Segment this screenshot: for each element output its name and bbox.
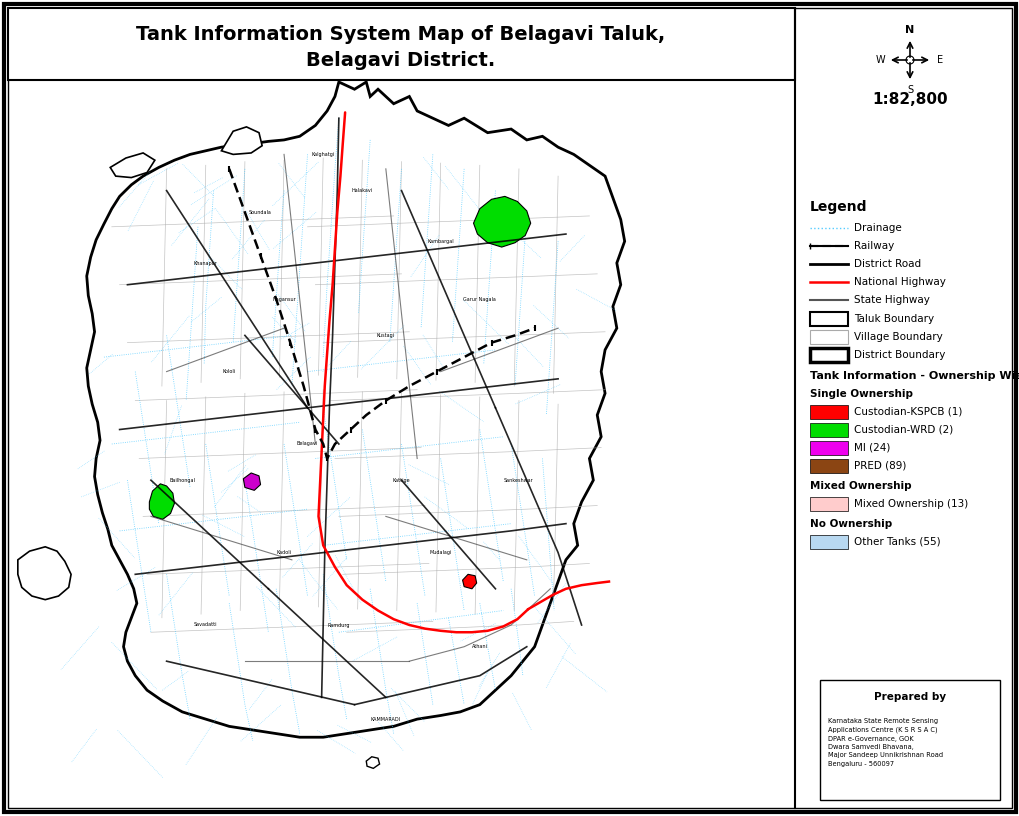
Text: Other Tanks (55): Other Tanks (55) xyxy=(853,537,940,547)
Text: District Boundary: District Boundary xyxy=(853,350,945,360)
Text: Karnataka State Remote Sensing
Applications Centre (K S R S A C)
DPAR e-Governan: Karnataka State Remote Sensing Applicati… xyxy=(827,718,943,767)
Bar xyxy=(809,405,847,419)
Text: Tank Information System Map of Belagavi Taluk,: Tank Information System Map of Belagavi … xyxy=(137,24,665,43)
Text: Kadoli: Kadoli xyxy=(276,550,291,555)
Bar xyxy=(809,441,847,455)
Text: Nagansur: Nagansur xyxy=(272,297,296,302)
Text: Taluk Boundary: Taluk Boundary xyxy=(853,314,933,324)
Text: N: N xyxy=(905,25,914,35)
Text: W: W xyxy=(874,55,883,65)
Polygon shape xyxy=(17,547,71,600)
Text: Kustagi: Kustagi xyxy=(376,333,394,338)
Text: Athani: Athani xyxy=(472,644,487,650)
Text: Legend: Legend xyxy=(809,200,866,214)
Text: E: E xyxy=(936,55,943,65)
Polygon shape xyxy=(221,127,262,154)
Bar xyxy=(819,680,999,800)
Text: Railway: Railway xyxy=(853,241,894,251)
Text: Soundala: Soundala xyxy=(249,210,272,215)
Text: Savadatti: Savadatti xyxy=(194,623,217,628)
Bar xyxy=(809,312,847,326)
Bar xyxy=(809,423,847,437)
Polygon shape xyxy=(149,484,174,519)
Text: Belagavi: Belagavi xyxy=(297,441,318,446)
Bar xyxy=(809,497,847,511)
Text: Mixed Ownership: Mixed Ownership xyxy=(809,481,911,491)
Text: Mudalagi: Mudalagi xyxy=(429,550,451,555)
Text: Tank Information - Ownership Wise: Tank Information - Ownership Wise xyxy=(809,371,1019,381)
Text: Kololi: Kololi xyxy=(222,369,235,374)
Text: Kambargal: Kambargal xyxy=(427,239,453,244)
Text: Khanapur: Khanapur xyxy=(194,260,217,265)
Bar xyxy=(10,82,792,806)
Polygon shape xyxy=(366,756,379,769)
Text: Custodian-KSPCB (1): Custodian-KSPCB (1) xyxy=(853,407,962,417)
Bar xyxy=(809,535,847,549)
Polygon shape xyxy=(110,153,155,178)
Text: Village Boundary: Village Boundary xyxy=(853,332,942,342)
Text: State Highway: State Highway xyxy=(853,295,929,305)
Text: Prepared by: Prepared by xyxy=(873,692,946,702)
Bar xyxy=(809,459,847,473)
Text: Kattige: Kattige xyxy=(392,477,410,483)
Bar xyxy=(809,348,847,362)
Text: Belagavi District.: Belagavi District. xyxy=(306,51,495,69)
Bar xyxy=(809,330,847,344)
Text: PRED (89): PRED (89) xyxy=(853,461,906,471)
Text: No Ownership: No Ownership xyxy=(809,519,892,529)
Text: District Road: District Road xyxy=(853,259,920,269)
Polygon shape xyxy=(463,574,476,589)
Polygon shape xyxy=(473,197,530,247)
Text: National Highway: National Highway xyxy=(853,277,945,287)
Text: Sankeshwar: Sankeshwar xyxy=(503,477,533,483)
Text: Custodian-WRD (2): Custodian-WRD (2) xyxy=(853,425,953,435)
Text: Ramdurg: Ramdurg xyxy=(327,623,350,628)
Text: S: S xyxy=(906,85,912,95)
Text: Drainage: Drainage xyxy=(853,223,901,233)
Text: Kalghatgi: Kalghatgi xyxy=(311,152,334,157)
Text: 1:82,800: 1:82,800 xyxy=(871,92,947,108)
Text: Halakavi: Halakavi xyxy=(352,188,373,193)
Polygon shape xyxy=(244,473,260,490)
Text: Bailhongal: Bailhongal xyxy=(169,477,195,483)
Text: Garur Nagala: Garur Nagala xyxy=(463,297,496,302)
Text: MI (24): MI (24) xyxy=(853,443,890,453)
Text: Mixed Ownership (13): Mixed Ownership (13) xyxy=(853,499,967,509)
Polygon shape xyxy=(87,82,624,737)
Text: Single Ownership: Single Ownership xyxy=(809,389,912,399)
Bar xyxy=(8,8,794,80)
Text: KAMMARADI: KAMMARADI xyxy=(371,716,400,721)
